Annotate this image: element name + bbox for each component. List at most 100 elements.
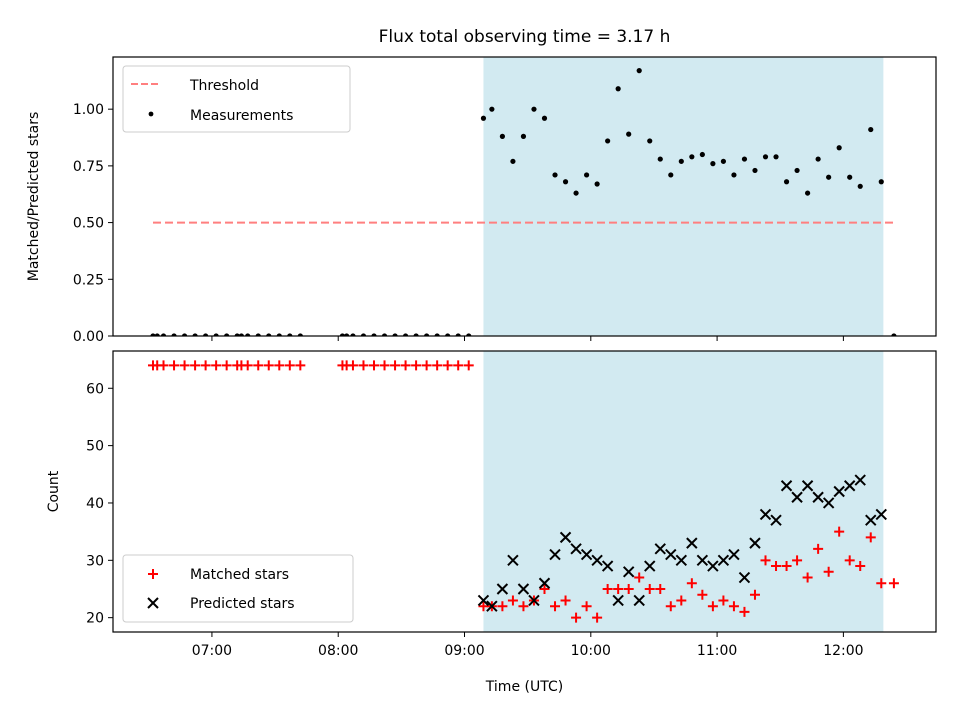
measurement-point [489, 106, 495, 112]
measurement-point [657, 156, 663, 162]
measurement-point [847, 174, 853, 180]
legend-predicted-swatch [147, 597, 159, 609]
measurement-point [371, 333, 377, 336]
matched-star-marker [179, 360, 190, 371]
predicted-star-marker [801, 480, 814, 492]
matched-star-marker [390, 360, 401, 371]
measurement-point [783, 179, 790, 185]
matched-star-marker [518, 601, 529, 612]
predicted-star-marker [728, 548, 740, 561]
matched-star-marker [888, 578, 899, 589]
x-axis-label: Time (UTC) [485, 679, 563, 695]
legend-predicted-label: Predicted stars [190, 596, 295, 612]
matched-star-marker [200, 360, 211, 371]
predicted-star-marker [559, 531, 572, 544]
measurement-point [583, 172, 590, 178]
predicted-star-marker [707, 560, 719, 572]
matched-star-marker [478, 601, 489, 612]
measurement-point [573, 190, 579, 196]
y-tick-label: 60 [86, 381, 104, 397]
y-tick-label: 50 [86, 439, 104, 455]
top-panel: 0.00 0.25 0.50 0.75 1.00 Threshold Measurement… [73, 56, 937, 345]
matched-star-marker [844, 555, 855, 566]
x-tick-label: 11:00 [697, 643, 737, 659]
predicted-star-marker [570, 543, 582, 555]
y-tick-label: 20 [86, 611, 104, 627]
measurement-point [276, 333, 282, 336]
matched-star-marker [507, 595, 518, 606]
predicted-star-marker [654, 543, 666, 555]
matched-star-marker [855, 561, 866, 572]
measurement-point [562, 179, 569, 185]
measurement-point [773, 154, 779, 160]
predicted-star-marker [601, 560, 614, 572]
measurement-point [615, 86, 621, 92]
measurement-point [360, 333, 367, 336]
x-tick-label: 12:00 [823, 643, 863, 659]
legend-measurements-swatch [148, 111, 154, 117]
matched-star-marker [697, 589, 708, 600]
measurement-point [720, 158, 727, 164]
matched-star-marker [539, 583, 550, 594]
measurement-point [434, 333, 440, 336]
matched-star-marker [686, 578, 697, 589]
predicted-star-marker [591, 554, 603, 567]
measurement-point [445, 333, 451, 336]
predicted-star-marker [528, 594, 540, 607]
measurement-point [480, 115, 487, 121]
x-tick-label: 10:00 [571, 643, 611, 659]
measurement-point [520, 133, 527, 139]
measurement-point [699, 151, 705, 158]
measurement-point [224, 333, 230, 336]
measurement-point [878, 179, 884, 185]
matched-star-marker [432, 360, 443, 371]
measurement-point [752, 167, 758, 174]
legend: Matched stars Predicted stars [122, 554, 354, 623]
measurement-point [339, 333, 346, 336]
matched-star-marker [834, 526, 845, 537]
matched-star-marker [358, 360, 369, 371]
x-tick-label: 07:00 [192, 643, 232, 659]
measurement-point [891, 333, 897, 336]
measurement-point [836, 145, 842, 151]
chart-title: Flux total observing time = 3.17 h [379, 27, 671, 47]
matched-star-marker [644, 583, 655, 594]
matched-star-marker [463, 360, 474, 371]
matched-star-marker [411, 360, 422, 371]
matched-star-marker [771, 561, 782, 572]
predicted-star-marker [507, 554, 519, 567]
predicted-star-marker [770, 514, 782, 526]
measurement-point [424, 333, 430, 336]
matched-star-marker [823, 566, 834, 577]
measurement-point [154, 333, 160, 336]
measurement-point [171, 333, 177, 336]
measurement-point [402, 333, 409, 336]
matched-star-marker [400, 360, 411, 371]
measurement-point [668, 172, 674, 178]
matched-star-marker [253, 360, 264, 371]
matched-star-marker [802, 572, 813, 583]
axes-frame [112, 56, 937, 337]
y-tick-label: 0.00 [73, 329, 104, 345]
measurement-point [731, 172, 737, 178]
legend: Threshold Measurements [122, 65, 351, 133]
measurement-point [741, 156, 748, 162]
measurement-point [466, 333, 472, 336]
matched-star-marker [760, 555, 771, 566]
matched-star-marker [221, 360, 232, 371]
predicted-star-marker [486, 600, 498, 612]
predicted-star-marker [517, 583, 530, 595]
matched-star-marker [550, 601, 561, 612]
matched-star-marker [749, 589, 760, 600]
legend-measurements-label: Measurements [190, 108, 293, 124]
measurement-point [213, 333, 219, 336]
matched-star-marker [379, 360, 390, 371]
matched-star-marker [421, 360, 432, 371]
data-layer [147, 360, 899, 623]
data-layer [150, 68, 897, 336]
matched-star-marker [369, 360, 380, 371]
matched-star-marker [718, 595, 729, 606]
measurement-point [678, 158, 684, 164]
matched-star-marker [623, 583, 634, 594]
